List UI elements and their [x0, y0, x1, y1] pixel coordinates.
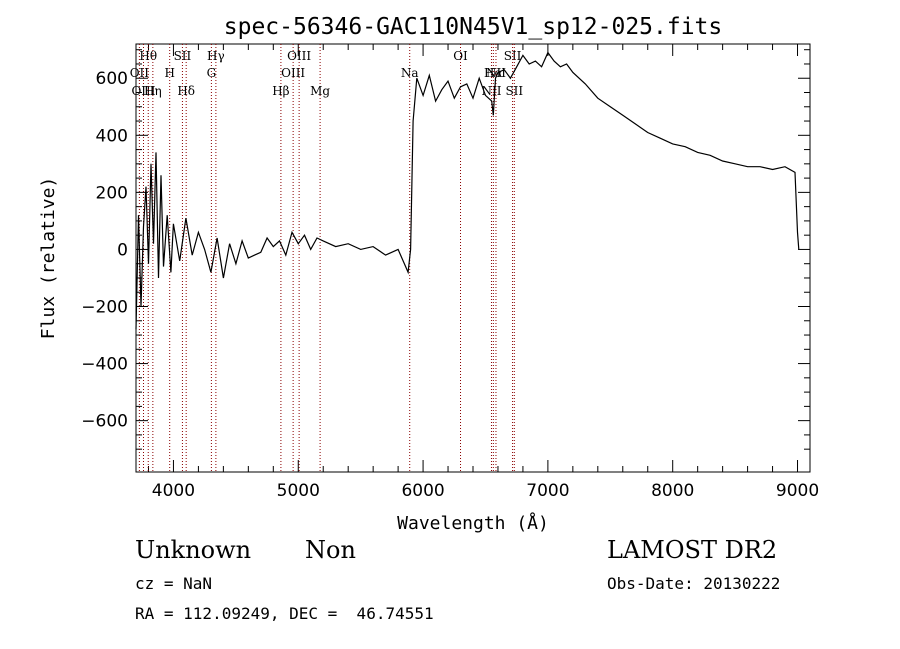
- spectral-line-label: OII: [130, 66, 150, 80]
- redshift-label: cz = NaN: [135, 574, 213, 593]
- spectral-line-label: SII: [504, 49, 522, 63]
- spectral-line-label: NII: [481, 84, 501, 98]
- y-tick-label: 400: [96, 126, 128, 146]
- y-axis-label: Flux (relative): [38, 177, 59, 340]
- x-axis-label: Wavelength (Å): [397, 512, 549, 534]
- y-tick-label: 0: [117, 240, 128, 260]
- y-tick-label: −200: [81, 298, 128, 318]
- x-tick-label: 8000: [651, 481, 694, 501]
- chart-title: spec-56346-GAC110N45V1_sp12-025.fits: [224, 14, 723, 40]
- spectral-line-label: Na: [401, 66, 419, 80]
- spectral-line-label: OIII: [131, 84, 155, 98]
- x-tick-label: 6000: [401, 481, 444, 501]
- y-tick-label: 600: [96, 69, 128, 89]
- x-tick-label: 7000: [526, 481, 569, 501]
- x-tick-label: 4000: [152, 481, 195, 501]
- spectral-line-label: H: [164, 66, 174, 80]
- obs-date-label: Obs-Date: 20130222: [607, 574, 781, 593]
- survey-name: LAMOST DR2: [607, 536, 778, 564]
- spectral-line-label: Hη: [144, 84, 162, 98]
- spectral-line-label: OIII: [287, 49, 311, 63]
- object-subclass: Non: [305, 536, 356, 564]
- coordinates-label: RA = 112.09249, DEC = 46.74551: [135, 604, 434, 623]
- spectral-line-label: Hα: [484, 66, 503, 80]
- spectral-line-label: NII: [486, 66, 506, 80]
- y-tick-label: −400: [81, 355, 128, 375]
- spectral-line-label: G: [207, 66, 217, 80]
- y-tick-label: −600: [81, 412, 128, 432]
- spectral-line-label: OI: [453, 49, 468, 63]
- object-class: Unknown: [135, 536, 252, 564]
- spectral-line-label: Hδ: [177, 84, 195, 98]
- x-tick-label: 5000: [277, 481, 320, 501]
- x-tick-label: 9000: [776, 481, 819, 501]
- spectral-line-label: Hγ: [207, 49, 225, 63]
- spectrum-line: [135, 51, 800, 330]
- spectral-line-label: OIII: [281, 66, 305, 80]
- spectral-line-label: Hβ: [272, 84, 289, 98]
- spectral-line-label: SII: [505, 84, 523, 98]
- spectral-line-label: SII: [174, 49, 192, 63]
- spectral-line-label: Hθ: [139, 49, 157, 63]
- spectral-line-label: Mg: [310, 84, 330, 98]
- y-tick-label: 200: [96, 183, 128, 203]
